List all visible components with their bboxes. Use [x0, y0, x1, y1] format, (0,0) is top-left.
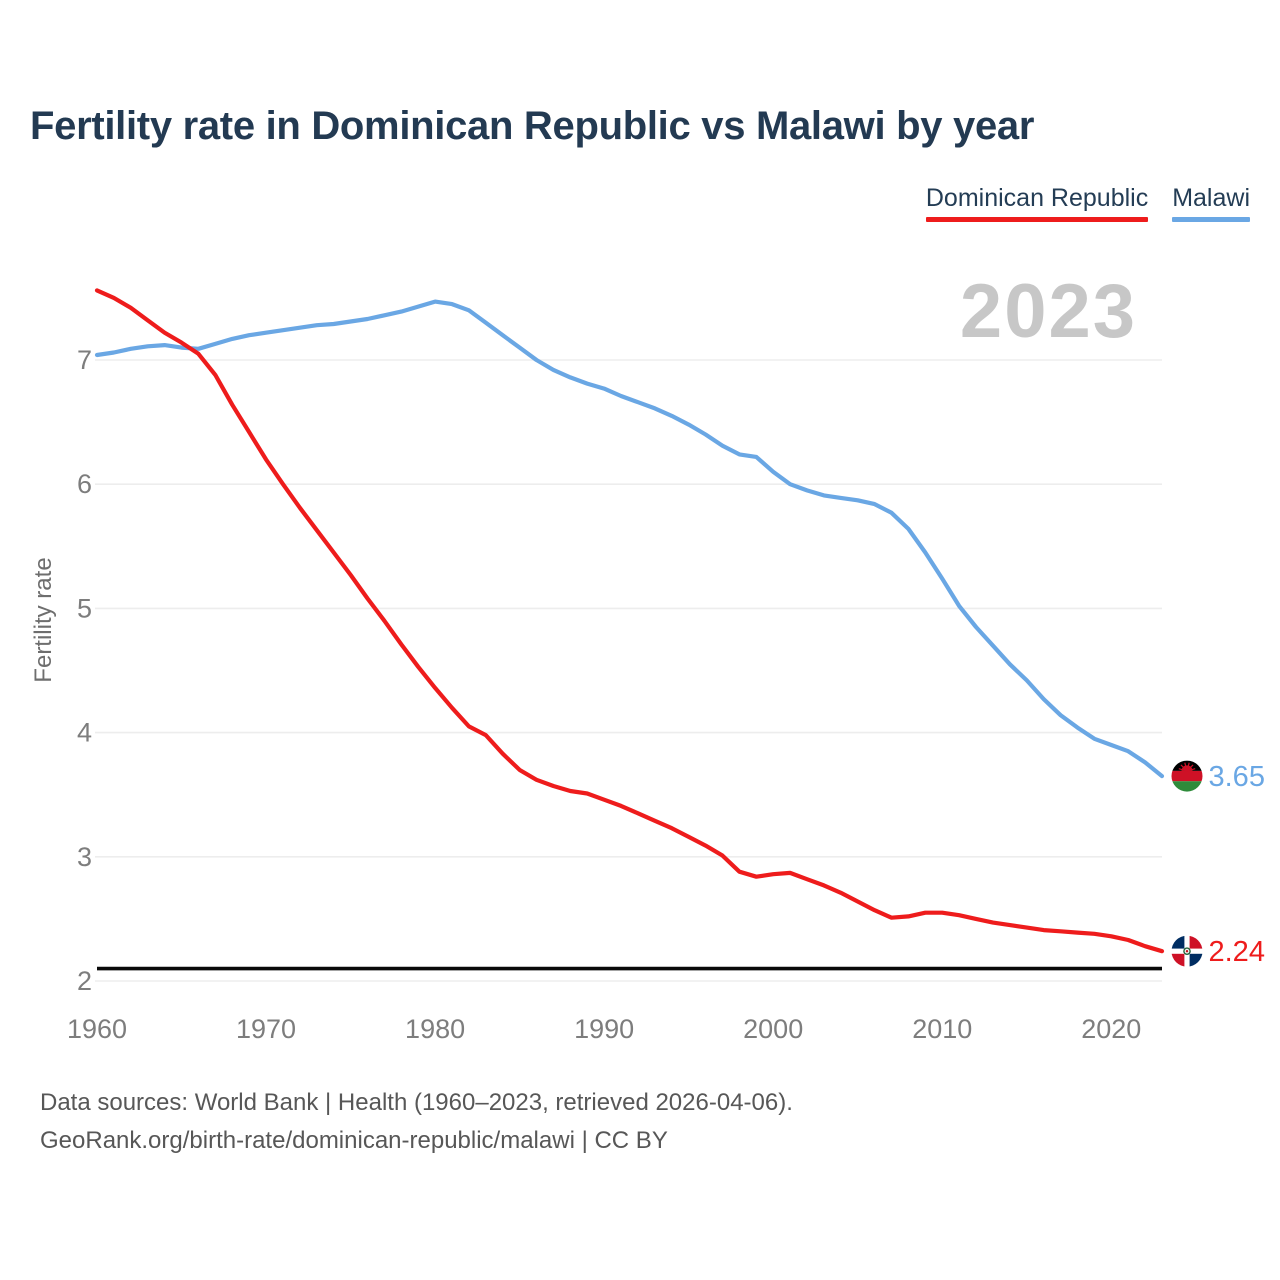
- dominican-republic-flag-icon: [1171, 935, 1203, 967]
- x-tick-1970: 1970: [236, 1014, 296, 1044]
- dominican-republic-end-value: 2.24: [1209, 936, 1265, 968]
- y-tick-5: 5: [77, 593, 92, 623]
- malawi-flag-icon: [1171, 760, 1203, 792]
- attribution-line: GeoRank.org/birth-rate/dominican-republi…: [40, 1127, 668, 1154]
- footer: Data sources: World Bank | Health (1960–…: [40, 1084, 793, 1160]
- legend-underline-dominican-republic: [925, 217, 1149, 222]
- x-tick-1990: 1990: [574, 1014, 634, 1044]
- y-tick-3: 3: [77, 842, 92, 872]
- legend-item-malawi[interactable]: Malawi: [1172, 184, 1250, 222]
- page-title: Fertility rate in Dominican Republic vs …: [30, 104, 1035, 148]
- year-watermark: 2023: [959, 269, 1137, 354]
- legend-item-dominican-republic[interactable]: Dominican Republic: [925, 184, 1149, 222]
- y-tick-4: 4: [77, 718, 92, 748]
- malawi-line: [94, 299, 1165, 779]
- data-sources-line: Data sources: World Bank | Health (1960–…: [40, 1089, 793, 1116]
- malawi-end-value: 3.65: [1209, 761, 1265, 793]
- legend-label-dominican-republic: Dominican Republic: [925, 184, 1149, 212]
- x-tick-2020: 2020: [1081, 1014, 1141, 1044]
- x-tick-1980: 1980: [405, 1014, 465, 1044]
- y-tick-6: 6: [77, 469, 92, 499]
- y-tick-2: 2: [77, 966, 92, 996]
- legend-label-malawi: Malawi: [1172, 184, 1250, 212]
- x-tick-2000: 2000: [743, 1014, 803, 1044]
- x-tick-1960: 1960: [67, 1014, 127, 1044]
- x-tick-2010: 2010: [912, 1014, 972, 1044]
- dominican-republic-line: [94, 288, 1165, 954]
- y-axis-label: Fertility rate: [30, 557, 57, 683]
- legend: Dominican Republic Malawi: [925, 184, 1250, 222]
- legend-underline-malawi: [1172, 217, 1250, 222]
- y-tick-7: 7: [77, 345, 92, 375]
